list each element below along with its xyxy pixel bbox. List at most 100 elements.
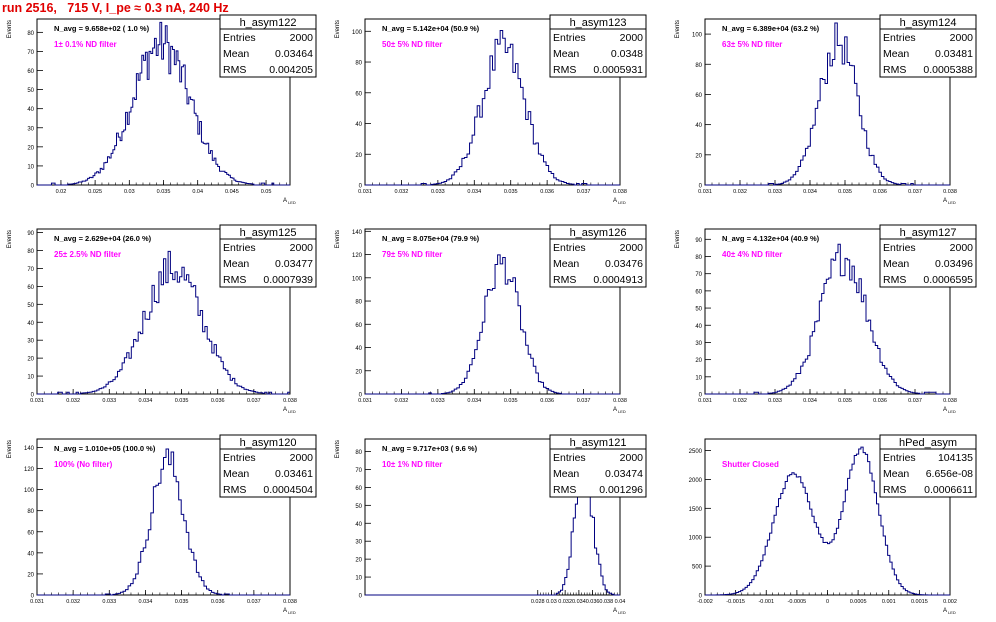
x-tick-label: 0.038 bbox=[943, 398, 957, 404]
plot-frame bbox=[36, 438, 291, 596]
y-tick-label: 20 bbox=[27, 357, 34, 363]
y-tick-label: 30 bbox=[27, 339, 34, 345]
stats-box-title: h_asym122 bbox=[240, 17, 297, 29]
stats-label: Mean bbox=[553, 258, 579, 270]
x-tick-label: 0 bbox=[826, 599, 829, 605]
y-tick-label: 140 bbox=[352, 230, 363, 236]
histogram-line bbox=[365, 29, 620, 186]
stats-label: Mean bbox=[553, 468, 579, 480]
y-tick-label: 2000 bbox=[689, 478, 703, 484]
stats-label: RMS bbox=[883, 484, 906, 496]
x-tick-label: 0.025 bbox=[88, 189, 102, 195]
stats-box-frame bbox=[219, 434, 317, 498]
x-tick-label: 0.033 bbox=[768, 398, 782, 404]
x-tick-label: 0.03 bbox=[546, 599, 557, 605]
x-tick-label: 0.037 bbox=[908, 398, 922, 404]
x-axis-title: A bbox=[283, 608, 287, 614]
stats-box-frame bbox=[219, 224, 317, 288]
y-tick-label: 80 bbox=[355, 61, 362, 67]
run-title: run 2516, 715 V, I_pe ≈ 0.3 nA, 240 Hz bbox=[2, 1, 229, 15]
x-tick-label: 0.0015 bbox=[911, 599, 928, 605]
y-tick-label: 500 bbox=[692, 565, 703, 571]
x-axis-title-sub: LED bbox=[618, 200, 626, 205]
y-tick-label: 80 bbox=[27, 249, 34, 255]
x-tick-label: 0.037 bbox=[247, 398, 261, 404]
stats-value: 104135 bbox=[938, 452, 973, 464]
x-tick-label: 0.032 bbox=[558, 599, 572, 605]
x-tick-label: 0.032 bbox=[395, 189, 409, 195]
y-tick-label: 30 bbox=[355, 540, 362, 546]
stats-label: RMS bbox=[553, 64, 576, 76]
x-tick-label: 0.036 bbox=[211, 398, 225, 404]
histogram-panel-hPed_asym: 0 500 1000 1500 2000 2500 -0.002 -0.0015 -0.001 -… bbox=[689, 434, 977, 615]
x-tick-label: 0.033 bbox=[102, 398, 116, 404]
x-tick-label: 0.036 bbox=[540, 189, 554, 195]
x-tick-label: 0.035 bbox=[175, 398, 189, 404]
y-tick-label: 70 bbox=[27, 50, 34, 56]
plot-frame bbox=[36, 228, 291, 395]
x-tick-label: 0.033 bbox=[431, 189, 445, 195]
y-tick-label: 90 bbox=[695, 238, 702, 244]
filter-label: 1± 0.1% ND filter bbox=[54, 40, 117, 49]
x-tick-label: -0.0015 bbox=[726, 599, 745, 605]
plot-frame bbox=[364, 18, 621, 186]
x-tick-label: 0.034 bbox=[467, 189, 481, 195]
navg-label: N_avg = 9.717e+03 ( 9.6 %) bbox=[382, 444, 478, 453]
x-tick-label: 0.031 bbox=[30, 599, 44, 605]
histogram-line bbox=[705, 446, 950, 596]
stats-box-frame bbox=[879, 14, 977, 78]
filter-label: 10± 1% ND filter bbox=[382, 460, 442, 469]
y-tick-label: 10 bbox=[27, 164, 34, 170]
x-tick-label: 0.04 bbox=[192, 189, 203, 195]
x-axis-title: A bbox=[613, 608, 617, 614]
x-tick-label: 0.032 bbox=[733, 189, 747, 195]
y-tick-label: 50 bbox=[355, 504, 362, 510]
y-tick-label: 40 bbox=[695, 123, 702, 129]
stats-value: 0.03461 bbox=[275, 468, 313, 480]
y-tick-label: 10 bbox=[355, 576, 362, 582]
stats-value: 0.0006595 bbox=[923, 274, 973, 286]
histogram-panel-h_asym120: 0 20 40 60 80 100 120 140 0.031 0.032 0.033 0.034 0.… bbox=[7, 434, 317, 615]
y-tick-label: 100 bbox=[352, 30, 363, 36]
stats-label: RMS bbox=[223, 64, 246, 76]
x-tick-label: -0.0005 bbox=[788, 599, 807, 605]
stats-label: RMS bbox=[883, 274, 906, 286]
stats-value: 2000 bbox=[620, 452, 644, 464]
y-tick-label: 0 bbox=[31, 594, 35, 600]
y-tick-label: 20 bbox=[27, 572, 34, 578]
histogram-line bbox=[37, 21, 290, 186]
histogram-line bbox=[37, 250, 290, 395]
stats-label: RMS bbox=[553, 484, 576, 496]
y-tick-label: 40 bbox=[27, 551, 34, 557]
stats-label: RMS bbox=[553, 274, 576, 286]
x-tick-label: 0.035 bbox=[504, 398, 518, 404]
x-tick-label: 0.03 bbox=[124, 189, 135, 195]
x-axis-title: A bbox=[943, 407, 947, 413]
stats-box: h_asym124 Entries 2000 Mean 0.03481 RMS 0.0005… bbox=[879, 14, 977, 78]
filter-label: Shutter Closed bbox=[722, 460, 779, 469]
x-tick-label: 0.032 bbox=[395, 398, 409, 404]
histogram-panel-h_asym125: 0 10 20 30 40 50 60 70 80 90 0.031 0.032 0.033 0.034 0… bbox=[7, 224, 317, 414]
x-tick-label: 0.037 bbox=[577, 189, 591, 195]
filter-label: 100% (No filter) bbox=[54, 460, 113, 469]
x-axis-title-sub: LED bbox=[618, 610, 626, 615]
stats-label: Entries bbox=[553, 32, 586, 44]
navg-label: N_avg = 8.075e+04 (79.9 %) bbox=[382, 234, 480, 243]
stats-value: 0.0004504 bbox=[263, 484, 313, 496]
x-axis-title: A bbox=[613, 407, 617, 413]
y-axis-title: Events bbox=[7, 230, 13, 248]
y-tick-label: 100 bbox=[692, 33, 703, 39]
x-tick-label: 0.034 bbox=[139, 599, 153, 605]
x-tick-label: 0.031 bbox=[698, 189, 712, 195]
x-tick-label: 0.031 bbox=[358, 398, 372, 404]
navg-label: N_avg = 4.132e+04 (40.9 %) bbox=[722, 234, 820, 243]
stats-value: 0.03476 bbox=[605, 258, 643, 270]
stats-label: Entries bbox=[883, 452, 916, 464]
navg-label: N_avg = 1.010e+05 (100.0 %) bbox=[54, 444, 156, 453]
stats-value: 0.03464 bbox=[275, 48, 313, 60]
y-tick-label: 1000 bbox=[689, 536, 703, 542]
y-tick-label: 20 bbox=[355, 153, 362, 159]
y-tick-label: 70 bbox=[695, 272, 702, 278]
stats-label: Mean bbox=[553, 48, 579, 60]
stats-label: Mean bbox=[223, 468, 249, 480]
